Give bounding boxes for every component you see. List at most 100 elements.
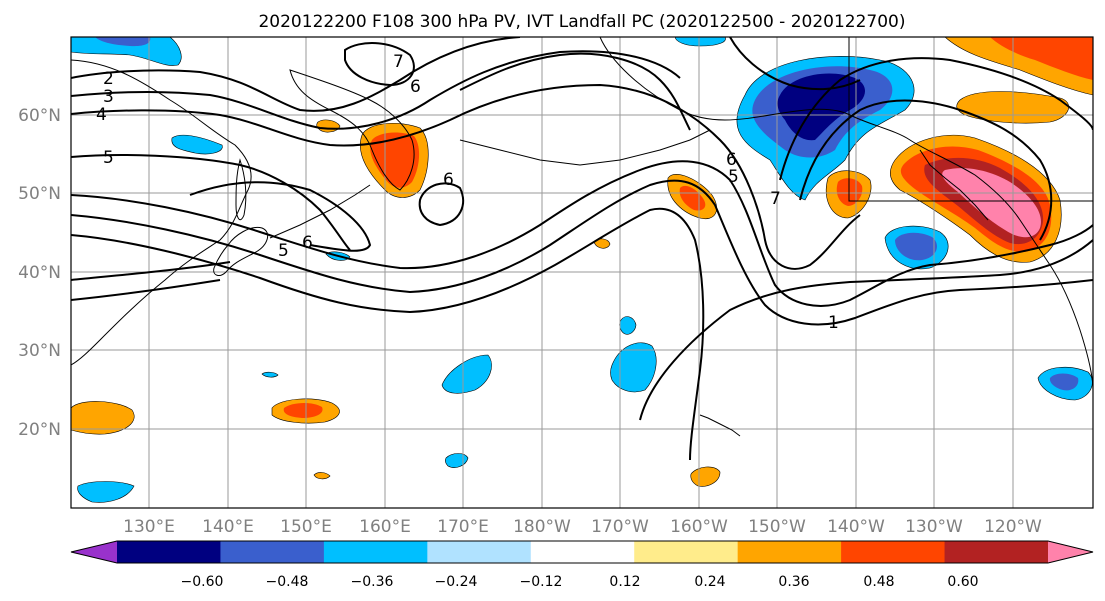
lon-label: 160°W	[670, 517, 728, 537]
colorbar-outline	[70, 540, 1094, 564]
colorbar-tick-label: 0.36	[778, 574, 809, 590]
graticule	[71, 37, 1093, 508]
colorbar-tick-label: 0.60	[947, 574, 978, 590]
lon-label: 160°E	[359, 517, 411, 537]
positive-anomaly-west-coast-core	[942, 168, 1041, 238]
lon-label: 140°W	[827, 517, 885, 537]
lon-label: 170°W	[591, 517, 649, 537]
colorbar-segment	[634, 541, 739, 563]
colorbar-segments	[70, 540, 1094, 564]
negative-anomaly-40n-135w-core	[895, 232, 937, 261]
pv-contour-ne-loop-inner	[779, 57, 1093, 181]
colorbar-tick-label: −0.60	[181, 574, 224, 590]
negative-anomaly-core-inner	[777, 73, 866, 141]
contour-label: 5	[278, 241, 289, 261]
lon-label: 130°W	[905, 517, 963, 537]
lon-label: 170°E	[437, 517, 489, 537]
colorbar-tick-label: −0.12	[520, 574, 563, 590]
longitude-labels: 130°E 140°E 150°E 160°E 170°E 180°W 170°…	[123, 517, 1042, 537]
pv-contour-6-closed	[418, 182, 465, 227]
contour-labels: 2 3 4 5 5 5 6 6 6 6 7 7 1	[96, 52, 839, 333]
colorbar-segment	[530, 541, 635, 563]
pv-contour-1	[639, 239, 1093, 421]
pv-contour-ridge-b	[71, 279, 221, 301]
colorbar-segment	[220, 541, 325, 563]
positive-anomaly-150e-22n-core	[283, 402, 323, 418]
pv-contour-5	[71, 154, 351, 251]
colorbar-tick-label: −0.36	[351, 574, 394, 590]
coastline-japan	[213, 226, 269, 276]
pv-contour-trough-2	[71, 179, 1093, 326]
coastline-aleutians	[459, 129, 711, 166]
pv-contour-ne-loop	[799, 99, 1053, 241]
pv-contour-4	[71, 83, 861, 270]
contour-label: 7	[770, 189, 781, 209]
colorbar-tick-label: 0.24	[694, 574, 725, 590]
landfall-region-box	[848, 36, 1094, 202]
colorbar-segment	[323, 541, 428, 563]
pv-contour-trough-3	[71, 207, 705, 461]
colorbar-tick-label: 0.12	[609, 574, 640, 590]
map-panel: 2 3 4 5 5 5 6 6 6 6 7 7 1	[70, 36, 1094, 509]
colorbar-tick-label: 0.48	[863, 574, 894, 590]
lat-label: 50°N	[18, 184, 61, 204]
colorbar-segment	[427, 541, 532, 563]
negative-anomaly-165e-18n	[445, 453, 469, 468]
coastline-bc-islands	[919, 149, 989, 221]
colorbar-extend-high	[1048, 541, 1093, 563]
colorbar-segment	[117, 541, 221, 563]
lat-label: 60°N	[18, 106, 61, 126]
contour-label: 6	[726, 150, 737, 170]
coastline-hawaii	[699, 414, 741, 437]
lon-label: 120°W	[984, 517, 1042, 537]
negative-anomaly-baja-core	[1049, 373, 1079, 391]
pv-contour-ridge-a	[71, 261, 231, 281]
pv-contour-6	[189, 181, 372, 252]
contour-label: 5	[103, 148, 114, 168]
pv-contours	[71, 37, 1093, 461]
coastline-east-asia	[71, 59, 252, 366]
pv-contour-ne-top	[729, 37, 861, 91]
negative-anomaly-170w-25n	[610, 342, 657, 393]
pv-contour-2	[71, 37, 521, 112]
colorbar-segment	[841, 541, 946, 563]
pv-contour-trough-1	[71, 160, 1093, 307]
positive-anomaly-155e-15n	[313, 472, 331, 480]
contour-label: 3	[103, 87, 114, 107]
lat-label: 30°N	[18, 341, 61, 361]
map-title: 2020122200 F108 300 hPa PV, IVT Landfall…	[258, 12, 905, 32]
positive-anomaly-alaska-coast-core	[990, 37, 1093, 80]
lat-label: 40°N	[18, 263, 61, 283]
colorbar: −0.60 −0.48 −0.36 −0.24 −0.12 0.12 0.24 …	[70, 540, 1094, 590]
lon-label: 180°W	[513, 517, 571, 537]
negative-anomaly-172w-30n-small	[619, 316, 637, 335]
colorbar-tick-label: −0.24	[435, 574, 478, 590]
positive-anomaly-sw-corner	[71, 401, 135, 435]
colorbar-segment	[944, 541, 1049, 563]
lon-label: 140°E	[202, 517, 254, 537]
colorbar-segment	[737, 541, 842, 563]
contour-label: 2	[103, 69, 114, 89]
colorbar-tick-label: −0.48	[266, 574, 309, 590]
negative-anomaly-nw-corner	[71, 37, 182, 66]
pv-contour-3	[71, 50, 681, 130]
lat-label: 20°N	[18, 420, 61, 440]
contour-label: 4	[96, 105, 107, 125]
latitude-labels: 60°N 50°N 40°N 30°N 20°N	[18, 106, 61, 440]
positive-anomaly-160w-15n	[690, 466, 721, 487]
contour-label: 1	[828, 313, 839, 333]
map-frame	[70, 36, 1094, 509]
negative-anomaly-168e-top	[674, 37, 726, 47]
colorbar-ticks: −0.60 −0.48 −0.36 −0.24 −0.12 0.12 0.24 …	[181, 574, 979, 590]
negative-anomaly-nw-corner-core	[95, 37, 151, 47]
contour-label: 5	[728, 167, 739, 187]
lon-label: 150°E	[280, 517, 332, 537]
contour-label: 7	[393, 52, 404, 72]
negative-anomaly-145e	[171, 134, 223, 155]
lon-label: 150°W	[748, 517, 806, 537]
colorbar-extend-low	[71, 541, 117, 563]
contour-label: 6	[410, 77, 421, 97]
pv-contour-upper-ridge	[459, 52, 691, 131]
negative-anomaly-sw-bottom	[77, 481, 135, 503]
